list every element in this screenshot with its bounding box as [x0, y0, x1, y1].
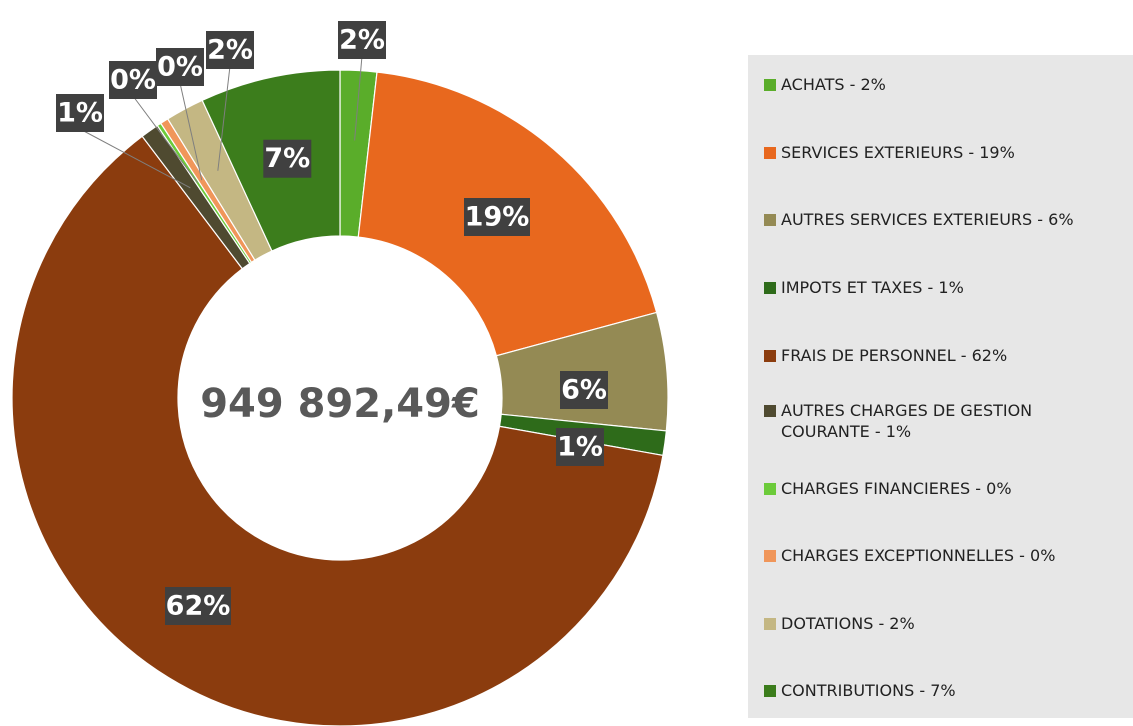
value-label: 1% [557, 432, 603, 463]
value-label-box [560, 371, 608, 409]
legend-swatch [764, 618, 776, 630]
legend-item: IMPOTS ET TAXES - 1% [764, 277, 1124, 298]
value-label-box [556, 428, 604, 466]
legend-item: AUTRES CHARGES DE GESTION COURANTE - 1% [764, 400, 1124, 442]
legend-label: FRAIS DE PERSONNEL - 62% [781, 346, 1008, 365]
value-label: 6% [561, 375, 607, 406]
legend-item: DOTATIONS - 2% [764, 613, 1124, 634]
legend-label: DOTATIONS - 2% [781, 614, 915, 633]
value-label-box [263, 139, 312, 178]
legend-item: ACHATS - 2% [764, 74, 1124, 95]
center-label: 949 892,49€ [200, 381, 480, 427]
leader-line [354, 55, 363, 141]
legend-item: CHARGES FINANCIERES - 0% [764, 478, 1124, 499]
value-label-box [156, 48, 204, 86]
legend-swatch [764, 350, 776, 362]
leader-line [79, 128, 191, 189]
legend-label: CHARGES FINANCIERES - 0% [781, 479, 1012, 498]
value-label-box [165, 587, 231, 625]
legend-item: CHARGES EXCEPTIONNELLES - 0% [764, 545, 1124, 566]
chart: 2%19%6%1%62%1%0% 0%2%7% 949 892,49€ [11, 21, 669, 726]
value-label-box [464, 198, 530, 236]
value-label: 62% [166, 591, 231, 622]
legend-swatch [764, 550, 776, 562]
legend-label: ACHATS - 2% [781, 75, 886, 94]
legend-swatch [764, 483, 776, 495]
legend-label: AUTRES SERVICES EXTERIEURS - 6% [781, 210, 1074, 229]
legend-swatch [764, 79, 776, 91]
legend-item: SERVICES EXTERIEURS - 19% [764, 142, 1124, 163]
value-label-box [56, 94, 104, 132]
leader-line [217, 65, 231, 171]
value-label: 19% [465, 202, 530, 233]
leader-line [132, 95, 199, 184]
value-label-box [206, 31, 254, 69]
legend-label: CHARGES EXCEPTIONNELLES - 0% [781, 546, 1056, 565]
legend-swatch [764, 282, 776, 294]
legend-item: FRAIS DE PERSONNEL - 62% [764, 345, 1124, 366]
leader-line [179, 82, 203, 181]
legend-swatch [764, 214, 776, 226]
legend-label: IMPOTS ET TAXES - 1% [781, 278, 964, 297]
legend-swatch [764, 685, 776, 697]
legend-swatch [764, 405, 776, 417]
value-label: 0% [110, 65, 156, 96]
slice [11, 135, 664, 726]
legend-item: CONTRIBUTIONS - 7% [764, 680, 1124, 701]
value-label: 2% [339, 25, 385, 56]
legend-swatch [764, 147, 776, 159]
value-label-box [338, 21, 386, 59]
value-labels: 2%19%6%1%62%1%0% 0%2%7% [56, 21, 608, 625]
legend-label: SERVICES EXTERIEURS - 19% [781, 143, 1015, 162]
value-label: 2% [207, 35, 253, 66]
legend: ACHATS - 2% SERVICES EXTERIEURS - 19% AUTR… [748, 55, 1133, 718]
value-label: 1% [57, 98, 103, 129]
value-label: 7% [264, 143, 310, 174]
legend-label: CONTRIBUTIONS - 7% [781, 681, 956, 700]
value-label: 0% [157, 52, 203, 83]
value-label-box [109, 61, 157, 99]
legend-item: AUTRES SERVICES EXTERIEURS - 6% [764, 209, 1124, 230]
legend-label: AUTRES CHARGES DE GESTION COURANTE - 1% [781, 401, 1033, 441]
